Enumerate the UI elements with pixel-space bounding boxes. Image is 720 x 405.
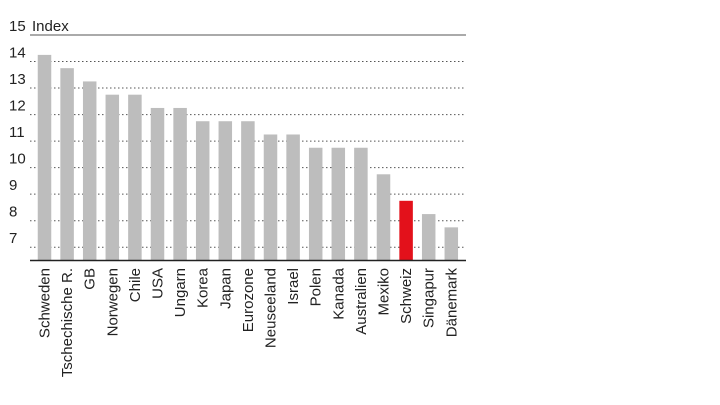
category-label: Eurozone [240,268,257,332]
y-tick-label: 8 [9,204,17,221]
bar-japan [218,121,233,261]
category-labels: Schweden Tschechische R. GB Norwegen Chile US… [37,267,461,377]
y-tick-label: 10 [9,151,26,168]
category-label: USA [150,268,167,299]
grid-lines [30,34,466,248]
bar-neuseeland [263,134,278,261]
bar-kanada [331,147,346,261]
category-label: Kanada [330,267,347,319]
y-tick-label: 14 [9,45,26,62]
category-label: Singapur [421,268,438,328]
category-label: Schweden [37,268,54,338]
category-label: Israel [285,268,302,305]
bar-singapur [421,214,436,261]
bar-mexiko [376,174,391,261]
y-tick-label: 13 [9,71,26,88]
category-label: Tschechische R. [59,268,76,377]
bar-dänemark [444,227,459,261]
bar-schweiz [399,200,413,261]
y-tick-label: 12 [9,98,26,115]
bar-polen [308,147,323,261]
bar-israel [286,134,300,261]
bar-tschechische-r- [60,68,74,261]
category-label: Mexiko [376,268,393,316]
bar-ungarn [173,107,187,261]
category-label: Chile [127,268,144,302]
category-label: Dänemark [443,268,460,338]
category-label: Japan [217,268,234,309]
bar-norwegen [105,94,120,261]
bars [37,54,459,261]
bar-gb [82,81,97,261]
bar-eurozone [241,121,255,261]
bar-chile [128,94,142,261]
y-tick-label: 11 [9,124,25,141]
y-tick-label: 15 [9,18,26,35]
category-label: Ungarn [172,268,189,317]
y-tick-label: 9 [9,177,17,194]
bar-schweden [37,54,52,261]
y-tick-label: 7 [9,230,17,247]
category-label: Schweiz [398,268,415,324]
y-unit-label: Index [32,18,69,35]
category-label: GB [82,268,99,290]
bar-korea [195,121,210,261]
category-label: Korea [195,267,212,308]
category-label: Australien [353,268,370,335]
category-label: Neuseeland [263,268,280,348]
y-tick-labels: 7 8 9 10 11 12 13 14 15 [9,18,26,247]
bar-usa [150,107,165,261]
category-label: Norwegen [104,268,121,336]
bar-australien [354,147,368,261]
category-label: Polen [308,268,325,306]
